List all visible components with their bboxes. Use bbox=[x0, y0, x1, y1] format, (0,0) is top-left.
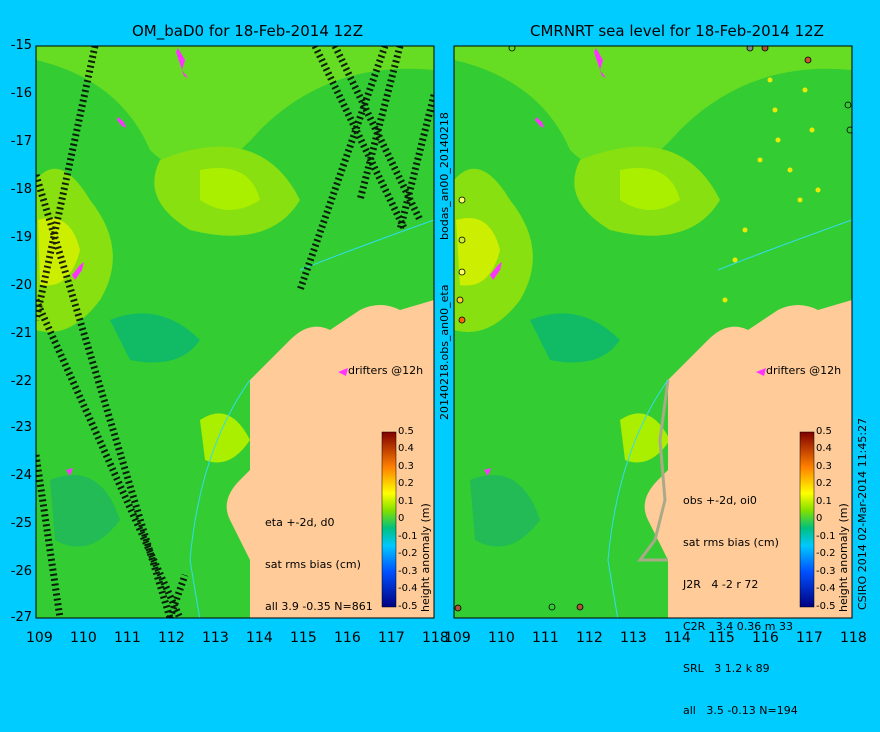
right-x-tick-label: 113 bbox=[620, 630, 647, 646]
colorbar-tick: 0.3 bbox=[398, 461, 414, 472]
left-x-tick-label: 111 bbox=[114, 630, 141, 646]
y-tick-label: -18 bbox=[0, 182, 32, 197]
y-tick-label: -23 bbox=[0, 420, 32, 435]
y-tick-label: -16 bbox=[0, 86, 32, 101]
middle-label: 20140218.obs_an00_eta bbox=[438, 285, 451, 420]
left-stats-line: all 3.9 -0.35 N=861 bbox=[265, 600, 373, 614]
y-tick-label: -25 bbox=[0, 516, 32, 531]
y-tick-label: -19 bbox=[0, 230, 32, 245]
left-colorbar-label: height anomaly (m) bbox=[419, 503, 432, 612]
right-stats-line: all 3.5 -0.13 N=194 bbox=[683, 704, 798, 718]
colorbar-tick: -0.5 bbox=[816, 601, 836, 612]
left-stats-line: sat rms bias (cm) bbox=[265, 558, 373, 572]
left-x-tick-label: 112 bbox=[158, 630, 185, 646]
right-x-tick-label: 117 bbox=[796, 630, 823, 646]
y-tick-label: -15 bbox=[0, 38, 32, 53]
left-x-tick-label: 115 bbox=[290, 630, 317, 646]
right-stats-line: sat rms bias (cm) bbox=[683, 536, 798, 550]
right-x-tick-label: 111 bbox=[532, 630, 559, 646]
y-tick-label: -26 bbox=[0, 564, 32, 579]
y-tick-label: -24 bbox=[0, 468, 32, 483]
right-drifters-label: drifters @12h bbox=[766, 364, 841, 378]
colorbar-tick: 0.5 bbox=[398, 426, 414, 437]
right-stats-line: SRL 3 1.2 k 89 bbox=[683, 662, 798, 676]
colorbar-tick: 0.5 bbox=[816, 426, 832, 437]
left-stats: eta +-2d, d0 sat rms bias (cm) all 3.9 -… bbox=[265, 488, 373, 628]
colorbar-tick: -0.5 bbox=[398, 601, 418, 612]
right-stats-line: obs +-2d, oi0 bbox=[683, 494, 798, 508]
colorbar-tick: -0.1 bbox=[816, 531, 836, 542]
colorbar-tick: -0.4 bbox=[816, 583, 836, 594]
colorbar-tick: -0.3 bbox=[398, 566, 418, 577]
y-tick-label: -27 bbox=[0, 610, 32, 625]
colorbar-tick: -0.3 bbox=[816, 566, 836, 577]
y-tick-label: -21 bbox=[0, 326, 32, 341]
right-x-tick-label: 109 bbox=[444, 630, 471, 646]
left-colorbar bbox=[382, 432, 396, 607]
right-x-tick-label: 110 bbox=[488, 630, 515, 646]
right-x-tick-label: 112 bbox=[576, 630, 603, 646]
left-x-tick-label: 117 bbox=[378, 630, 405, 646]
colorbar-tick: -0.1 bbox=[398, 531, 418, 542]
right-panel-title: CMRNRT sea level for 18-Feb-2014 12Z bbox=[530, 22, 824, 40]
colorbar-tick: -0.4 bbox=[398, 583, 418, 594]
colorbar-tick: 0.1 bbox=[398, 496, 414, 507]
y-tick-label: -20 bbox=[0, 278, 32, 293]
right-stats-line: C2R 3.4 0.36 m 33 bbox=[683, 620, 798, 634]
y-tick-label: -17 bbox=[0, 134, 32, 149]
left-x-tick-label: 114 bbox=[246, 630, 273, 646]
colorbar-tick: 0.3 bbox=[816, 461, 832, 472]
colorbar-tick: 0.4 bbox=[816, 443, 832, 454]
left-map bbox=[36, 46, 434, 620]
y-tick-label: -22 bbox=[0, 374, 32, 389]
right-stats-line: J2R 4 -2 r 72 bbox=[683, 578, 798, 592]
colorbar-tick: 0 bbox=[816, 513, 822, 524]
left-drifters-label: drifters @12h bbox=[348, 364, 423, 378]
left-x-tick-label: 110 bbox=[70, 630, 97, 646]
copyright: CSIRO 2014 02-Mar-2014 11:45:27 bbox=[856, 418, 869, 610]
left-x-tick-label: 116 bbox=[334, 630, 361, 646]
left-panel-title: OM_baD0 for 18-Feb-2014 12Z bbox=[132, 22, 363, 40]
right-x-tick-label: 118 bbox=[840, 630, 867, 646]
colorbar-tick: 0.1 bbox=[816, 496, 832, 507]
right-colorbar-label: height anomaly (m) bbox=[837, 503, 850, 612]
left-x-tick-label: 113 bbox=[202, 630, 229, 646]
colorbar-tick: 0.2 bbox=[816, 478, 832, 489]
middle-label-top: bodas_an00_20140218 bbox=[438, 112, 451, 240]
colorbar-tick: 0.4 bbox=[398, 443, 414, 454]
left-stats-line: eta +-2d, d0 bbox=[265, 516, 373, 530]
colorbar-tick: 0.2 bbox=[398, 478, 414, 489]
colorbar-tick: -0.2 bbox=[816, 548, 836, 559]
colorbar-tick: 0 bbox=[398, 513, 404, 524]
left-x-tick-label: 109 bbox=[26, 630, 53, 646]
right-colorbar bbox=[800, 432, 814, 607]
right-stats: obs +-2d, oi0 sat rms bias (cm) J2R 4 -2… bbox=[683, 466, 798, 732]
colorbar-tick: -0.2 bbox=[398, 548, 418, 559]
